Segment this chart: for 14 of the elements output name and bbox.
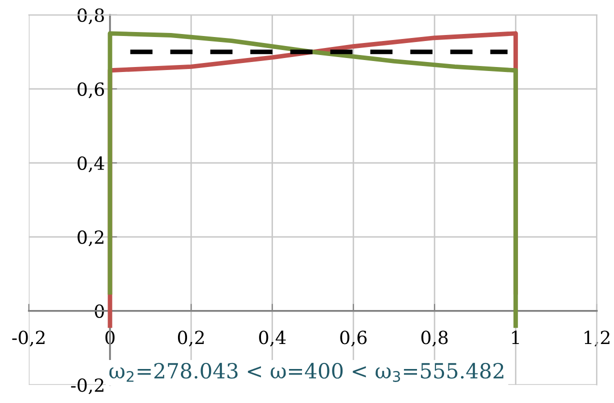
line-series <box>108 31 518 328</box>
x-tick-label: 0,4 <box>259 330 286 346</box>
x-tick-label: -0,2 <box>12 330 44 346</box>
x-tick-label: 0 <box>105 330 115 344</box>
x-tick-label: 0,8 <box>421 330 448 346</box>
x-tick-label: 0,6 <box>340 330 367 346</box>
annotation: ω$_{2}$=278.043 < ω=400 < ω$_{3}$=555.482 <box>109 362 504 382</box>
y-tick-label: 0,6 <box>78 82 104 98</box>
y-tick-label: 0,2 <box>78 230 104 246</box>
y-tick-label: 0,4 <box>78 156 104 172</box>
x-tick-label: 1,2 <box>584 330 610 346</box>
x-tick-label: 0,2 <box>178 330 204 346</box>
x-tick-label: 1 <box>512 330 519 344</box>
y-tick-label: -0,2 <box>71 378 104 394</box>
